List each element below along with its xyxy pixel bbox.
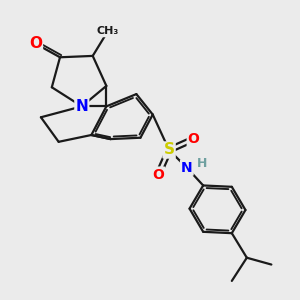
- Text: O: O: [152, 167, 164, 182]
- Text: S: S: [164, 142, 175, 158]
- Text: N: N: [181, 161, 193, 175]
- Text: H: H: [197, 157, 208, 170]
- Text: O: O: [188, 132, 200, 146]
- Text: N: N: [75, 99, 88, 114]
- Text: O: O: [29, 36, 42, 51]
- Text: CH₃: CH₃: [97, 26, 119, 36]
